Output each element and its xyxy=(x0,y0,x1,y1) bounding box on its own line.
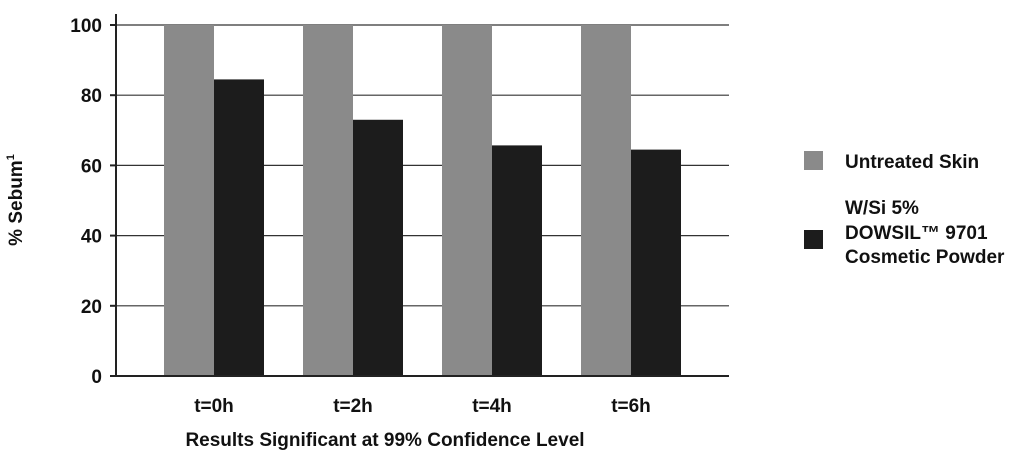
y-tick-label-60: 60 xyxy=(81,156,102,177)
y-axis-label: % Sebum1 xyxy=(5,154,27,246)
legend: Untreated Skin W/Si 5% DOWSIL™ 9701 Cosm… xyxy=(804,151,1005,268)
y-tick-label-20: 20 xyxy=(81,297,102,318)
x-tick-label-t0h: t=0h xyxy=(194,396,234,417)
y-tick-label-0: 0 xyxy=(91,367,102,388)
bars xyxy=(164,25,681,377)
x-tick-labels: t=0h t=2h t=4h t=6h xyxy=(194,396,651,417)
bar-series1-t6h xyxy=(581,25,631,376)
legend-label-dowsil-line-1: W/Si 5% xyxy=(845,198,919,219)
bar-series2-t6h xyxy=(631,149,681,376)
y-tick-label-40: 40 xyxy=(81,227,102,248)
bar-series1-t0h xyxy=(164,25,214,376)
x-tick-label-t2h: t=2h xyxy=(333,396,373,417)
axes xyxy=(115,14,729,377)
y-tick-label-100: 100 xyxy=(70,16,102,37)
legend-label-dowsil-line-2: DOWSIL™ 9701 xyxy=(845,223,988,244)
bar-series2-t4h xyxy=(492,145,542,376)
x-axis-label: Results Significant at 99% Confidence Le… xyxy=(185,430,584,451)
y-axis-label-text: % Sebum xyxy=(6,160,27,246)
y-tick-labels: 0 20 40 60 80 100 xyxy=(70,16,116,388)
bar-series2-t2h xyxy=(353,119,403,377)
legend-label-untreated: Untreated Skin xyxy=(845,152,979,173)
x-tick-label-t4h: t=4h xyxy=(472,396,512,417)
y-tick-label-80: 80 xyxy=(81,86,102,107)
legend-swatch-untreated xyxy=(804,151,823,170)
bar-series1-t2h xyxy=(303,25,353,376)
bar-series2-t0h xyxy=(214,79,264,376)
legend-swatch-dowsil xyxy=(804,230,823,249)
y-axis-label-superscript: 1 xyxy=(5,154,17,160)
legend-label-dowsil-line-3: Cosmetic Powder xyxy=(845,247,1005,268)
legend-label-dowsil: W/Si 5% DOWSIL™ 9701 Cosmetic Powder xyxy=(845,198,1005,268)
bar-series1-t4h xyxy=(442,25,492,376)
x-tick-label-t6h: t=6h xyxy=(611,396,651,417)
